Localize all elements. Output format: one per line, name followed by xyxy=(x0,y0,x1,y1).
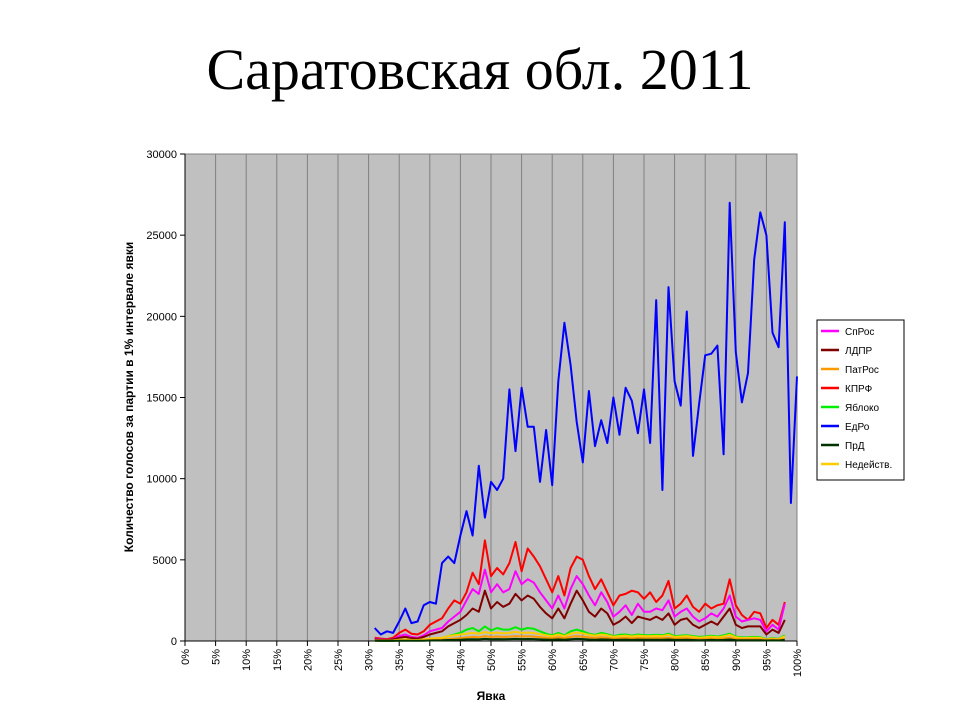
legend-label: ПатРос xyxy=(845,365,879,376)
series-line-Недейств. xyxy=(374,630,786,642)
x-tick-label: 20% xyxy=(302,649,314,671)
x-tick-label: 45% xyxy=(455,649,467,671)
legend-label: Яблоко xyxy=(845,402,879,414)
series-lines xyxy=(373,201,798,642)
slide-title: Саратовская обл. 2011 xyxy=(206,37,754,102)
legend-label: ПрД xyxy=(845,441,865,452)
x-tick-label: 90% xyxy=(731,649,743,671)
x-tick-label: 55% xyxy=(517,649,529,671)
x-tick-label: 60% xyxy=(547,649,559,671)
x-tick-label: 50% xyxy=(486,649,498,671)
legend-label: КПРФ xyxy=(845,384,873,395)
legend-label: ЛДПР xyxy=(845,346,873,357)
legend: СпРос ЛДПР ПатРос КПРФ Яблоко ЕдРо ПрД Недейств… xyxy=(816,319,905,481)
series-line-ЕдРо xyxy=(373,201,798,636)
x-tick-label: 80% xyxy=(670,649,682,671)
series-line-ПрД xyxy=(374,637,785,642)
y-tick-label: 5000 xyxy=(153,555,177,567)
x-axis-title: Явка xyxy=(477,689,506,703)
y-tick-label: 30000 xyxy=(146,149,177,161)
legend-label: ЕдРо xyxy=(845,422,870,433)
series-line-ЛДПР xyxy=(374,589,786,641)
x-tick-label: 100% xyxy=(792,649,804,677)
x-tick-label: 25% xyxy=(333,649,345,671)
y-tick-label: 10000 xyxy=(146,474,177,486)
x-tick-label: 85% xyxy=(700,649,712,671)
x-tick-label: 0% xyxy=(180,649,192,665)
y-tick-label: 25000 xyxy=(146,230,177,242)
legend-label: Недейств. xyxy=(845,460,892,471)
x-tick-label: 70% xyxy=(608,649,620,671)
series-line-КПРФ xyxy=(374,539,786,641)
legend-label: СпРос xyxy=(845,327,874,338)
y-tick-label: 20000 xyxy=(146,311,177,323)
series-line-СпРос xyxy=(374,568,786,641)
x-tick-label: 75% xyxy=(639,649,651,671)
y-tick-label: 0 xyxy=(171,636,177,648)
x-tick-label: 15% xyxy=(272,649,284,671)
x-tick-label: 65% xyxy=(578,649,590,671)
x-tick-label: 10% xyxy=(241,649,253,671)
x-tick-label: 35% xyxy=(394,649,406,671)
x-tick-label: 30% xyxy=(364,649,376,671)
legend-box xyxy=(816,319,905,481)
x-tick-label: 40% xyxy=(425,649,437,671)
x-tick-label: 5% xyxy=(211,649,223,665)
y-axis-title: Количество голосов за партии в 1% интерв… xyxy=(122,242,136,552)
y-tick-label: 15000 xyxy=(146,393,177,405)
x-tick-label: 95% xyxy=(761,649,773,671)
tick-labels: 0% 5% 10% 15% 20% 25% 30% 35% 40% 45% 50% 55% 60% 65%… xyxy=(146,149,804,677)
